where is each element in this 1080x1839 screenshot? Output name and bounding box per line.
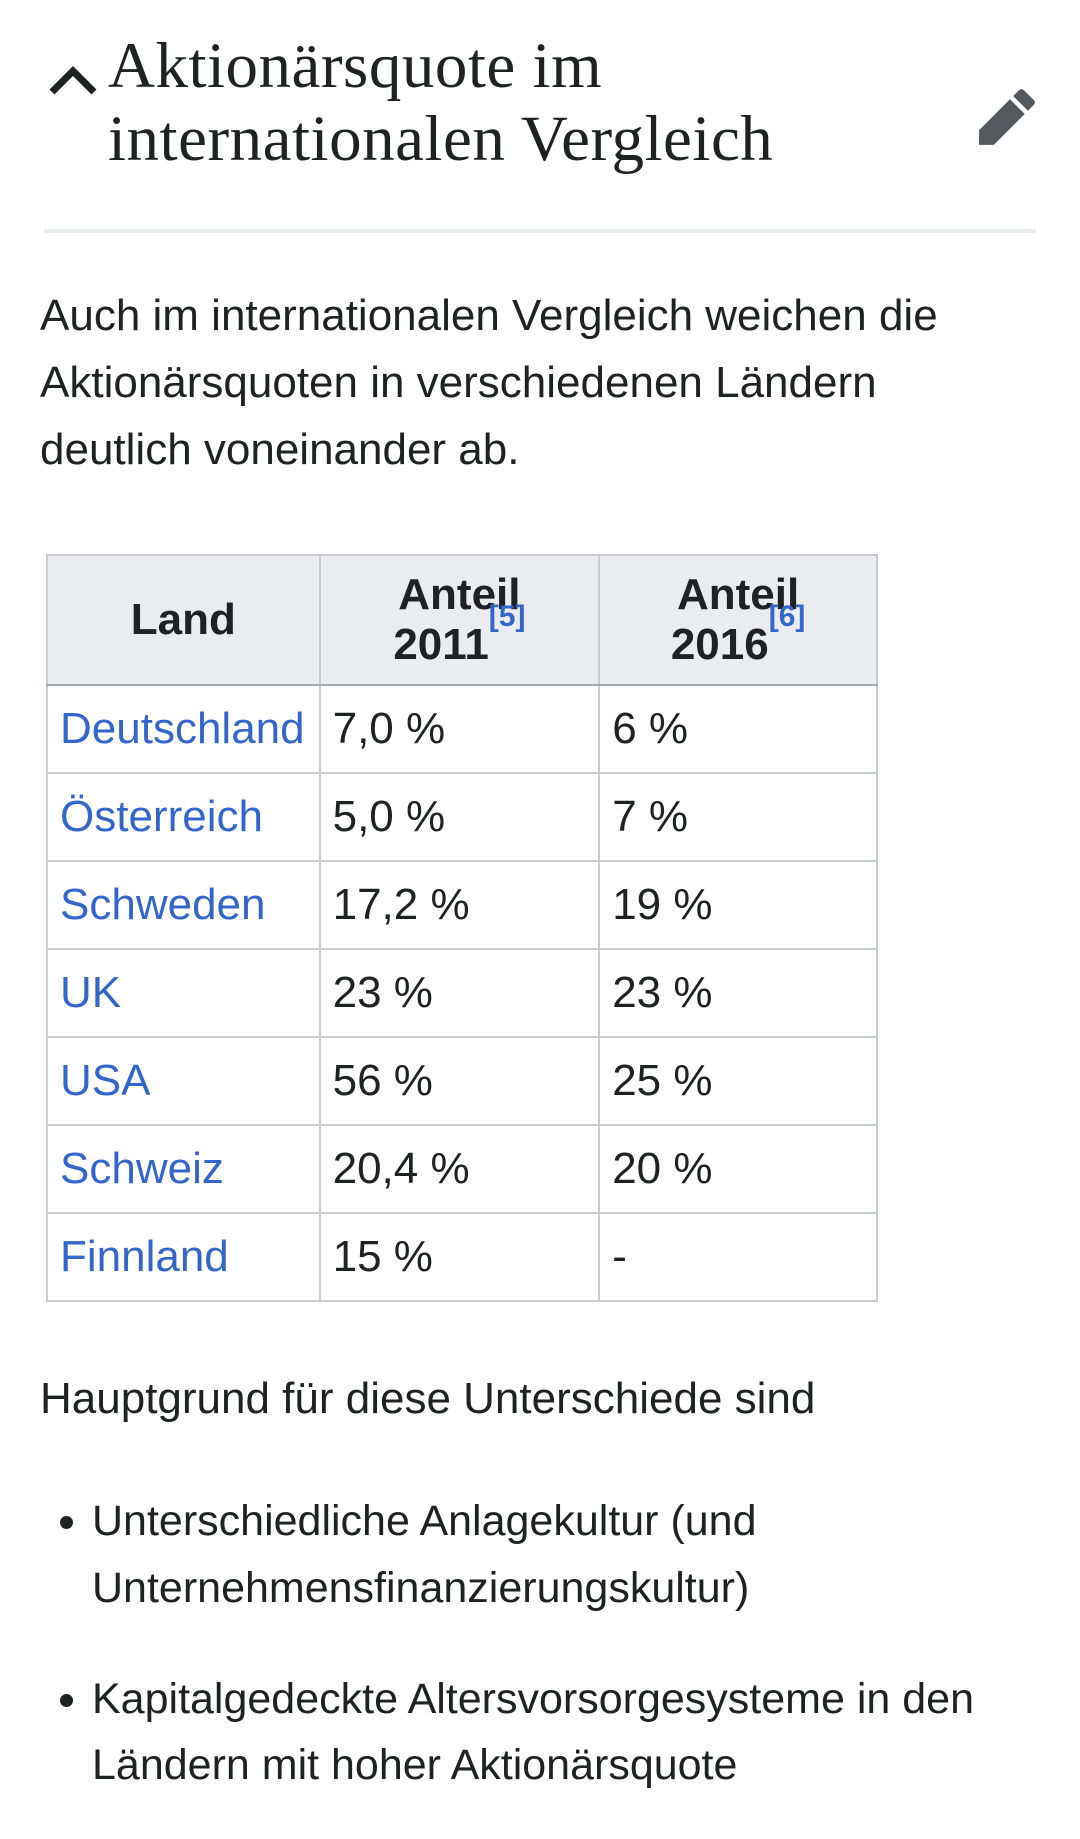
section-collapse-button[interactable] — [44, 62, 102, 103]
country-link[interactable]: USA — [60, 1055, 151, 1105]
list-item: Kapitalgedeckte Altersvorsorgesysteme in… — [92, 1666, 997, 1799]
anteil-2016-cell: 25 % — [598, 1035, 878, 1126]
anteil-2011-cell: 5,0 % — [318, 771, 601, 862]
section-title: Aktionärsquote im internationalen Vergle… — [108, 30, 774, 176]
table-row: Deutschland 7,0 % 6 % — [46, 683, 878, 774]
anteil-2016-cell: - — [598, 1211, 878, 1302]
anteil-2011-cell: 17,2 % — [318, 859, 601, 950]
anteil-2011-cell: 56 % — [318, 1035, 601, 1126]
table-row: Schweiz 20,4 % 20 % — [46, 1123, 878, 1214]
country-link[interactable]: Österreich — [60, 791, 263, 841]
anteil-2016-cell: 23 % — [598, 947, 878, 1038]
table-header-row: Land Anteil 2011[5] Anteil 2016[6] — [46, 553, 878, 686]
anteil-2011-cell: 20,4 % — [318, 1123, 601, 1214]
reference-link-6[interactable]: [6] — [768, 600, 806, 634]
reference-link-5[interactable]: [5] — [488, 600, 526, 634]
table-row: Österreich 5,0 % 7 % — [46, 771, 878, 862]
intro-paragraph: Auch im internationalen Vergleich weiche… — [40, 290, 938, 474]
table-row: UK 23 % 23 % — [46, 947, 878, 1038]
anteil-2016-cell: 7 % — [598, 771, 878, 862]
anteil-2016-cell: 6 % — [598, 683, 878, 774]
hauptgrund-paragraph: Hauptgrund für diese Unterschiede sind — [40, 1373, 816, 1423]
column-header-label: Land — [130, 594, 236, 644]
country-link[interactable]: UK — [60, 967, 122, 1017]
column-header-land: Land — [46, 553, 321, 686]
column-header-label: Anteil 2011 — [393, 569, 521, 669]
reasons-list: Unterschiedliche Anlagekultur (und Unter… — [40, 1488, 1040, 1799]
land-cell: Finnland — [46, 1211, 321, 1302]
country-link[interactable]: Deutschland — [60, 703, 305, 753]
section-header: Aktionärsquote im internationalen Vergle… — [0, 16, 1080, 177]
column-header-label: Anteil 2016 — [670, 569, 800, 669]
land-cell: Schweden — [46, 859, 321, 950]
chevron-up-icon — [49, 66, 97, 95]
edit-pencil-icon — [979, 89, 1035, 145]
land-cell: Deutschland — [46, 683, 321, 774]
land-cell: Österreich — [46, 771, 321, 862]
land-cell: UK — [46, 947, 321, 1038]
country-link[interactable]: Schweiz — [60, 1143, 224, 1193]
table-row: USA 56 % 25 % — [46, 1035, 878, 1126]
column-header-anteil-2011: Anteil 2011[5] — [318, 553, 601, 686]
country-link[interactable]: Finnland — [60, 1231, 229, 1281]
anteil-2016-cell: 20 % — [598, 1123, 878, 1214]
section-edit-button[interactable] — [976, 86, 1038, 151]
aktionaersquote-table: Land Anteil 2011[5] Anteil 2016[6] Deuts… — [46, 553, 878, 1302]
table-row: Schweden 17,2 % 19 % — [46, 859, 878, 950]
land-cell: USA — [46, 1035, 321, 1126]
anteil-2016-cell: 19 % — [598, 859, 878, 950]
column-header-anteil-2016: Anteil 2016[6] — [598, 553, 878, 686]
anteil-2011-cell: 23 % — [318, 947, 601, 1038]
section-divider — [44, 228, 1036, 233]
list-item: Unterschiedliche Anlagekultur (und Unter… — [92, 1488, 997, 1621]
country-link[interactable]: Schweden — [60, 879, 266, 929]
table-row: Finnland 15 % - — [46, 1211, 878, 1302]
anteil-2011-cell: 15 % — [318, 1211, 601, 1302]
anteil-2011-cell: 7,0 % — [318, 683, 601, 774]
land-cell: Schweiz — [46, 1123, 321, 1214]
